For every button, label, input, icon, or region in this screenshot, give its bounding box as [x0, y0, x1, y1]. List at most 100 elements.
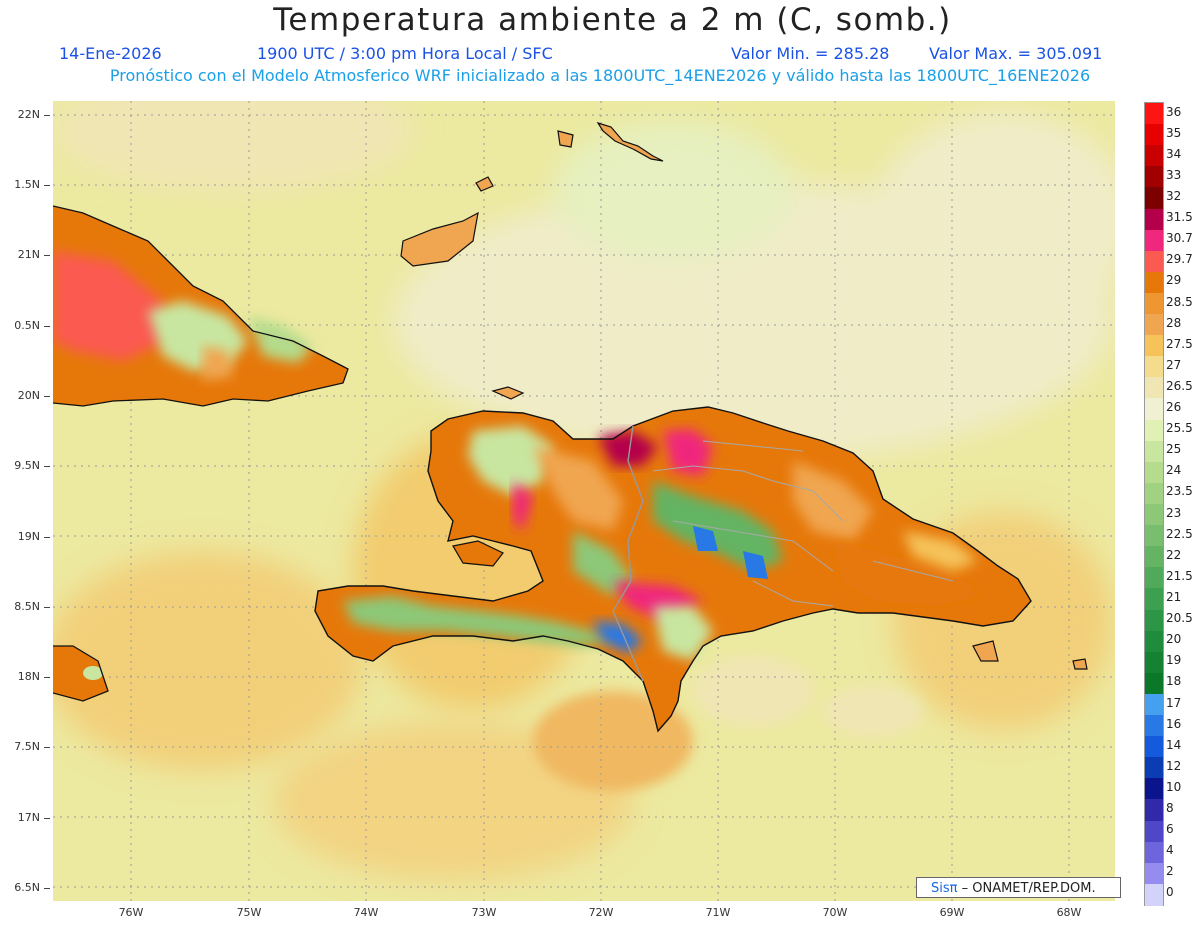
color-scale-label: 18	[1166, 674, 1182, 689]
color-scale-label: 25	[1166, 442, 1182, 457]
color-scale-label: 6	[1166, 822, 1174, 837]
max-value: Valor Max. = 305.091	[929, 44, 1103, 63]
color-scale-cell	[1145, 482, 1163, 505]
color-scale	[1144, 102, 1164, 906]
color-scale-label: 0	[1166, 885, 1174, 900]
x-tick: 75W	[236, 906, 262, 919]
color-scale-label: 29	[1166, 273, 1182, 288]
color-scale-cell	[1145, 630, 1163, 653]
color-scale-cell	[1145, 208, 1163, 231]
color-scale-cell	[1145, 525, 1163, 548]
y-tick: 18N	[0, 670, 50, 683]
color-scale-cell	[1145, 883, 1163, 906]
x-tick: 72W	[588, 906, 614, 919]
hispaniola-landmass	[314, 406, 1088, 733]
northern-islands	[400, 121, 664, 400]
color-scale-label: 26	[1166, 400, 1182, 415]
color-scale-label: 31.5	[1166, 210, 1193, 225]
forecast-date: 14-Ene-2026	[59, 44, 162, 63]
color-scale-label: 27.5	[1166, 336, 1193, 351]
sispi-logo: Sisπ	[931, 881, 958, 896]
cuba-landmass	[53, 205, 349, 702]
model-info: Pronóstico con el Modelo Atmosferico WRF…	[109, 66, 1091, 85]
y-tick: 6.5N	[0, 881, 50, 894]
color-scale-label: 27	[1166, 357, 1182, 372]
color-scale-cell	[1145, 398, 1163, 421]
y-tick: 7.5N	[0, 740, 50, 753]
color-scale-label: 12	[1166, 758, 1182, 773]
color-scale-cell	[1145, 672, 1163, 695]
color-scale-cell	[1145, 588, 1163, 611]
color-scale-cell	[1145, 292, 1163, 315]
color-scale-cell	[1145, 314, 1163, 337]
color-scale-cell	[1145, 693, 1163, 716]
x-tick: 70W	[822, 906, 848, 919]
color-scale-cell	[1145, 820, 1163, 843]
x-tick: 69W	[939, 906, 965, 919]
color-scale-cell	[1145, 419, 1163, 442]
y-tick: 8.5N	[0, 600, 50, 613]
x-tick: 71W	[705, 906, 731, 919]
color-scale-label: 34	[1166, 146, 1182, 161]
min-value: Valor Min. = 285.28	[731, 44, 890, 63]
color-scale-label: 23	[1166, 505, 1182, 520]
color-scale-label: 4	[1166, 843, 1174, 858]
y-tick: 0.5N	[0, 319, 50, 332]
color-scale-cell	[1145, 250, 1163, 273]
temperature-map	[53, 101, 1115, 901]
x-tick: 73W	[471, 906, 497, 919]
y-tick: 19N	[0, 530, 50, 543]
color-scale-cell	[1145, 546, 1163, 569]
y-tick: 9.5N	[0, 459, 50, 472]
color-scale-label: 36	[1166, 104, 1182, 119]
color-scale-cell	[1145, 461, 1163, 484]
color-scale-label: 24	[1166, 463, 1182, 478]
map-canvas	[53, 101, 1115, 901]
color-scale-cell	[1145, 757, 1163, 780]
credit-text: – ONAMET/REP.DOM.	[957, 881, 1096, 896]
color-scale-label: 28.5	[1166, 294, 1193, 309]
color-scale-cell	[1145, 651, 1163, 674]
color-scale-label: 21.5	[1166, 568, 1193, 583]
color-scale-label: 14	[1166, 737, 1182, 752]
color-scale-label: 26.5	[1166, 378, 1193, 393]
color-scale-cell	[1145, 103, 1163, 125]
x-tick: 74W	[353, 906, 379, 919]
color-scale-label: 22	[1166, 547, 1182, 562]
color-scale-cell	[1145, 377, 1163, 400]
color-scale-cell	[1145, 799, 1163, 822]
color-scale-label: 22.5	[1166, 526, 1193, 541]
color-scale-cell	[1145, 356, 1163, 379]
color-scale-label: 30.7	[1166, 231, 1193, 246]
color-scale-label: 16	[1166, 716, 1182, 731]
map-title: Temperatura ambiente a 2 m (C, somb.)	[273, 2, 952, 38]
color-scale-label: 8	[1166, 801, 1174, 816]
y-tick: 22N	[0, 108, 50, 121]
color-scale-cell	[1145, 187, 1163, 210]
color-scale-cell	[1145, 736, 1163, 759]
color-scale-cell	[1145, 166, 1163, 189]
color-scale-label: 29.7	[1166, 252, 1193, 267]
color-scale-label: 33	[1166, 167, 1182, 182]
color-scale-label: 35	[1166, 125, 1182, 140]
color-scale-cell	[1145, 124, 1163, 147]
color-scale-cell	[1145, 715, 1163, 738]
color-scale-label: 25.5	[1166, 421, 1193, 436]
credit-box: Sisπ – ONAMET/REP.DOM.	[916, 877, 1121, 898]
border-line	[612, 425, 644, 682]
color-scale-label: 32	[1166, 188, 1182, 203]
color-scale-label: 23.5	[1166, 484, 1193, 499]
color-scale-cell	[1145, 841, 1163, 864]
color-scale-label: 19	[1166, 653, 1182, 668]
color-scale-cell	[1145, 229, 1163, 252]
color-scale-label: 20	[1166, 632, 1182, 647]
color-scale-label: 21	[1166, 589, 1182, 604]
x-tick: 68W	[1056, 906, 1082, 919]
color-scale-cell	[1145, 145, 1163, 168]
color-scale-label: 20.5	[1166, 611, 1193, 626]
color-scale-label: 28	[1166, 315, 1182, 330]
y-tick: 1.5N	[0, 178, 50, 191]
color-scale-label: 10	[1166, 779, 1182, 794]
forecast-time: 1900 UTC / 3:00 pm Hora Local / SFC	[257, 44, 553, 63]
x-tick: 76W	[118, 906, 144, 919]
